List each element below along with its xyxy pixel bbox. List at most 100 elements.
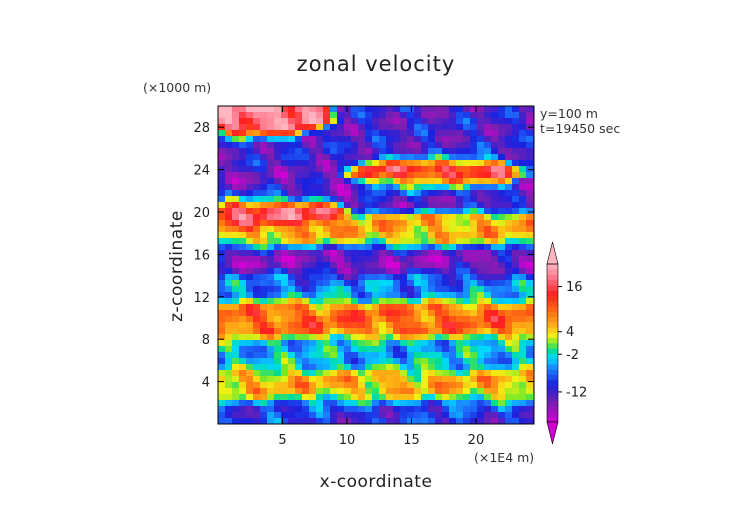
heatmap-cell bbox=[281, 178, 289, 185]
heatmap-cell bbox=[505, 148, 513, 155]
heatmap-cell bbox=[260, 160, 268, 167]
heatmap-cell bbox=[512, 208, 520, 215]
heatmap-cell bbox=[267, 322, 275, 329]
heatmap-cell bbox=[491, 256, 499, 263]
heatmap-cell bbox=[526, 358, 534, 365]
heatmap-cell bbox=[456, 394, 464, 401]
heatmap-cell bbox=[449, 238, 457, 245]
x-tick-label: 10 bbox=[339, 433, 356, 448]
heatmap-cell bbox=[372, 412, 380, 419]
heatmap-cell bbox=[512, 382, 520, 389]
heatmap-cell bbox=[428, 418, 436, 424]
heatmap-cell bbox=[267, 220, 275, 227]
heatmap-cell bbox=[393, 112, 401, 119]
heatmap-cell bbox=[512, 412, 520, 419]
heatmap-cell bbox=[323, 280, 331, 287]
heatmap-cell bbox=[358, 166, 366, 173]
heatmap-cell bbox=[498, 328, 506, 335]
heatmap-cell bbox=[351, 418, 359, 424]
heatmap-cell bbox=[379, 358, 387, 365]
heatmap-cell bbox=[526, 322, 534, 329]
heatmap-cell bbox=[309, 394, 317, 401]
heatmap-cell bbox=[470, 370, 478, 377]
heatmap-cell bbox=[477, 352, 485, 359]
heatmap-cell bbox=[491, 376, 499, 383]
heatmap-cell bbox=[302, 298, 310, 305]
heatmap-cell bbox=[470, 334, 478, 341]
heatmap-cell bbox=[218, 298, 226, 305]
heatmap-cell bbox=[421, 232, 429, 239]
heatmap-cell bbox=[358, 238, 366, 245]
y-tick-label: 16 bbox=[193, 248, 210, 263]
heatmap-cell bbox=[477, 334, 485, 341]
heatmap-cell bbox=[526, 106, 534, 113]
heatmap-cell bbox=[295, 340, 303, 347]
heatmap-cell bbox=[253, 364, 261, 371]
heatmap-cell bbox=[393, 304, 401, 311]
heatmap-cell bbox=[428, 124, 436, 131]
heatmap-cell bbox=[477, 370, 485, 377]
heatmap-cell bbox=[470, 208, 478, 215]
heatmap-cell bbox=[316, 268, 324, 275]
heatmap-cell bbox=[449, 376, 457, 383]
heatmap-cell bbox=[393, 244, 401, 251]
heatmap-cell bbox=[246, 382, 254, 389]
heatmap-cell bbox=[393, 286, 401, 293]
heatmap-cell bbox=[225, 346, 233, 353]
heatmap-cell bbox=[470, 340, 478, 347]
heatmap-cell bbox=[351, 214, 359, 221]
heatmap-cell bbox=[414, 358, 422, 365]
heatmap-cell bbox=[498, 214, 506, 221]
heatmap-cell bbox=[498, 178, 506, 185]
heatmap-cell bbox=[239, 286, 247, 293]
heatmap-cell bbox=[505, 232, 513, 239]
heatmap-cell bbox=[218, 412, 226, 419]
heatmap-cell bbox=[512, 298, 520, 305]
heatmap-cell bbox=[519, 166, 527, 173]
heatmap-cell bbox=[267, 154, 275, 161]
heatmap-cell bbox=[218, 226, 226, 233]
heatmap-cell bbox=[421, 304, 429, 311]
heatmap-cell bbox=[393, 136, 401, 143]
heatmap-cell bbox=[267, 370, 275, 377]
heatmap-cell bbox=[484, 328, 492, 335]
heatmap-cell bbox=[232, 418, 240, 424]
heatmap-cell bbox=[484, 418, 492, 424]
heatmap-cell bbox=[288, 142, 296, 149]
heatmap-cell bbox=[477, 418, 485, 424]
heatmap-cell bbox=[414, 364, 422, 371]
heatmap-cell bbox=[477, 316, 485, 323]
heatmap-cell bbox=[414, 388, 422, 395]
heatmap-cell bbox=[337, 310, 345, 317]
colorbar-swatch bbox=[547, 416, 558, 423]
heatmap-cell bbox=[358, 358, 366, 365]
heatmap-cell bbox=[393, 418, 401, 424]
heatmap-cell bbox=[386, 274, 394, 281]
y-tick-label: 28 bbox=[193, 121, 210, 136]
heatmap-cell bbox=[491, 178, 499, 185]
heatmap-cell bbox=[484, 256, 492, 263]
heatmap-cell bbox=[288, 268, 296, 275]
heatmap-cell bbox=[309, 400, 317, 407]
heatmap-cell bbox=[470, 388, 478, 395]
heatmap-cell bbox=[491, 208, 499, 215]
heatmap-cell bbox=[281, 280, 289, 287]
heatmap-cell bbox=[309, 298, 317, 305]
heatmap-cell bbox=[407, 232, 415, 239]
heatmap-cell bbox=[302, 106, 310, 113]
heatmap-cell bbox=[225, 400, 233, 407]
heatmap-cell bbox=[449, 202, 457, 209]
heatmap-cell bbox=[435, 178, 443, 185]
heatmap-cell bbox=[512, 244, 520, 251]
heatmap-cell bbox=[435, 394, 443, 401]
heatmap-cell bbox=[477, 346, 485, 353]
heatmap-cell bbox=[498, 268, 506, 275]
heatmap-cell bbox=[316, 418, 324, 424]
heatmap-cell bbox=[407, 112, 415, 119]
heatmap-cell bbox=[288, 340, 296, 347]
heatmap-cell bbox=[260, 238, 268, 245]
heatmap-cell bbox=[337, 238, 345, 245]
heatmap-cell bbox=[260, 262, 268, 269]
heatmap-cell bbox=[344, 274, 352, 281]
heatmap-cell bbox=[519, 388, 527, 395]
